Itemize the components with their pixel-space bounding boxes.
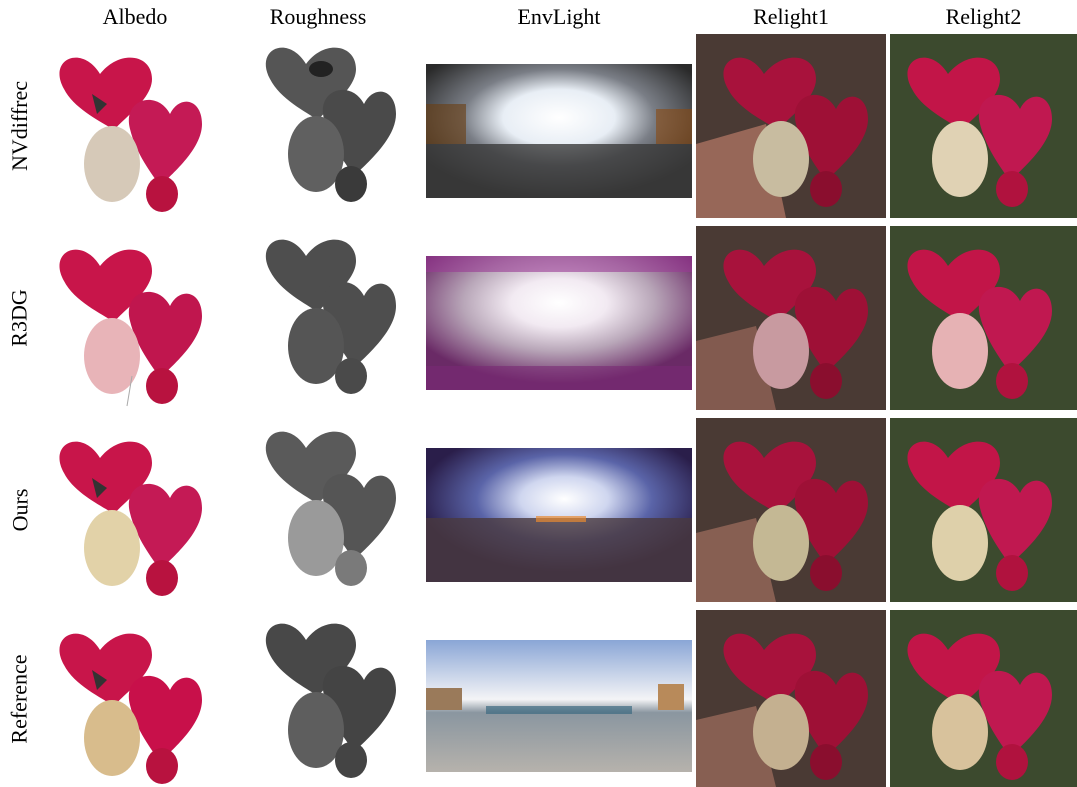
column-header-albedo: Albedo (102, 4, 168, 29)
reference-relight1-image (696, 610, 886, 787)
nvdiffrec-albedo-image (52, 34, 222, 218)
column-header-envlight: EnvLight (517, 4, 601, 29)
nvdiffrec-roughness-image (236, 34, 406, 218)
nvdiffrec-relight2-image (890, 34, 1077, 218)
r3dg-roughness-image (236, 226, 406, 410)
nvdiffrec-envlight-image (426, 64, 692, 198)
r3dg-relight1-image (696, 226, 886, 410)
row-label-r3dg: R3DG (7, 289, 33, 347)
column-header-relight2: Relight2 (945, 4, 1022, 29)
ours-albedo-image (52, 418, 222, 602)
row-label-nvdiffrec: NVdiffrec (7, 81, 32, 171)
r3dg-envlight-image (426, 256, 692, 390)
ours-roughness-image (236, 418, 406, 602)
nvdiffrec-relight1-image (696, 34, 886, 218)
ours-relight1-image (696, 418, 886, 602)
r3dg-albedo-image (52, 226, 222, 410)
reference-albedo-image (52, 610, 222, 787)
ours-envlight-image (426, 448, 692, 582)
reference-roughness-image (236, 610, 406, 787)
reference-envlight-image (426, 640, 692, 772)
reference-relight2-image (890, 610, 1077, 787)
r3dg-relight2-image (890, 226, 1077, 410)
column-header-relight1: Relight1 (753, 4, 829, 29)
row-label-ours: Ours (7, 488, 32, 532)
ours-relight2-image (890, 418, 1077, 602)
column-header-roughness: Roughness (269, 4, 367, 29)
row-label-reference: Reference (7, 653, 32, 744)
